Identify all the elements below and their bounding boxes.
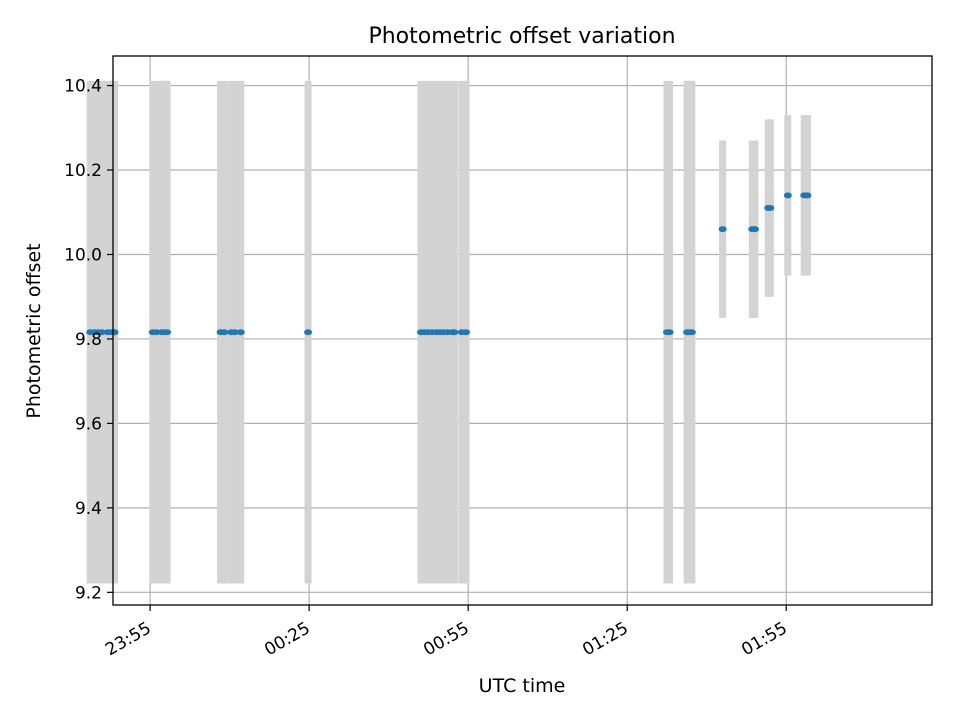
data-point xyxy=(783,192,792,199)
y-tick-label: 10.2 xyxy=(64,161,102,181)
data-point xyxy=(110,329,119,336)
y-tick-label: 9.6 xyxy=(75,414,102,434)
data-point xyxy=(766,205,775,212)
x-axis-label: UTC time xyxy=(479,675,566,697)
data-point xyxy=(163,329,172,336)
data-point xyxy=(236,329,245,336)
data-point xyxy=(803,192,812,199)
data-point xyxy=(718,226,727,233)
data-point xyxy=(97,329,106,336)
data-point xyxy=(220,329,229,336)
y-axis-label: Photometric offset xyxy=(23,243,45,418)
data-point xyxy=(462,329,471,336)
plot-frame xyxy=(112,55,933,606)
data-point xyxy=(450,329,459,336)
chart-title: Photometric offset variation xyxy=(368,24,675,49)
data-point xyxy=(750,226,759,233)
y-tick-label: 10.0 xyxy=(64,245,102,265)
y-tick-label: 10.4 xyxy=(64,77,102,97)
data-point xyxy=(665,329,674,336)
y-tick-label: 9.4 xyxy=(75,499,102,519)
y-axis: 9.2 9.4 9.6 9.8 10.0 10.2 10.4 xyxy=(64,77,113,603)
data-point xyxy=(687,329,696,336)
data-point xyxy=(304,329,313,336)
data-points xyxy=(86,192,812,336)
y-tick-label: 9.8 xyxy=(75,330,102,350)
y-tick-label: 9.2 xyxy=(75,583,102,603)
data-point xyxy=(230,329,239,336)
